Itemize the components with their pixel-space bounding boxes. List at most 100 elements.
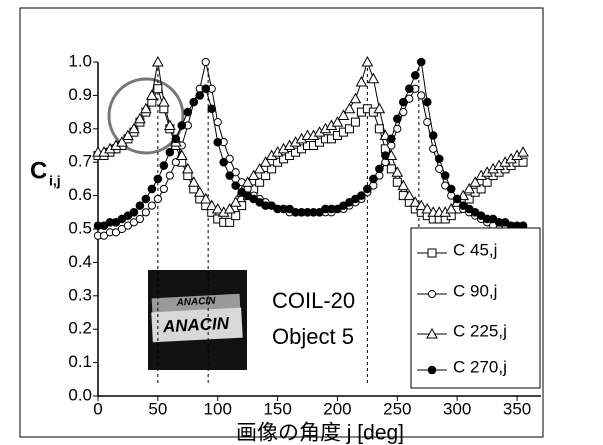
marker: [357, 191, 366, 200]
marker: [123, 221, 133, 230]
marker: [476, 184, 486, 194]
marker: [397, 179, 410, 191]
marker: [117, 224, 127, 234]
marker: [201, 57, 210, 67]
marker: [399, 97, 408, 107]
marker: [393, 124, 402, 133]
legend-label: C 45,j: [453, 240, 497, 259]
marker: [147, 201, 156, 210]
marker: [187, 176, 200, 187]
marker: [229, 196, 242, 207]
marker: [417, 91, 426, 100]
marker: [434, 154, 444, 164]
marker: [469, 176, 481, 187]
marker: [141, 194, 151, 204]
marker: [231, 211, 241, 221]
marker: [189, 97, 199, 107]
marker: [213, 118, 222, 127]
y-tick-label: 0.3: [68, 285, 92, 304]
marker: [259, 156, 272, 167]
marker: [129, 218, 139, 227]
y-tick-label: 0.1: [68, 352, 92, 371]
marker: [410, 71, 420, 80]
marker: [428, 131, 438, 140]
marker: [518, 157, 528, 167]
marker: [349, 92, 362, 104]
marker: [381, 151, 390, 160]
marker: [153, 84, 163, 94]
marker: [201, 84, 211, 94]
marker: [181, 162, 194, 174]
marker: [193, 186, 206, 197]
legend-label: C 270,j: [453, 357, 507, 376]
marker: [152, 55, 164, 67]
legend-marker: [427, 289, 437, 299]
y-label-sub: i,j: [49, 173, 61, 189]
marker: [355, 76, 368, 87]
marker: [140, 102, 152, 114]
marker: [165, 147, 175, 157]
marker: [374, 124, 384, 134]
marker: [421, 202, 434, 214]
marker: [452, 194, 462, 204]
marker: [482, 177, 492, 187]
marker: [247, 169, 260, 181]
marker: [153, 194, 162, 204]
marker: [129, 208, 139, 217]
legend-marker: [427, 248, 437, 258]
marker: [361, 55, 374, 67]
marker: [241, 176, 254, 187]
marker: [255, 177, 265, 187]
marker: [404, 84, 414, 94]
marker: [261, 171, 271, 181]
marker: [363, 184, 372, 194]
marker: [205, 199, 218, 211]
marker: [146, 89, 158, 100]
marker: [440, 171, 450, 180]
marker: [223, 202, 236, 214]
marker: [392, 177, 402, 187]
marker: [225, 171, 235, 180]
marker: [391, 166, 404, 177]
y-tick-label: 0.7: [68, 152, 92, 171]
marker: [399, 108, 408, 117]
marker: [159, 184, 168, 194]
marker: [135, 214, 145, 224]
marker: [183, 107, 193, 117]
marker: [415, 199, 428, 211]
marker: [331, 116, 344, 127]
marker: [416, 57, 426, 67]
y-tick-label: 0.4: [68, 252, 92, 271]
annotation: Object 5: [272, 324, 354, 349]
marker: [373, 102, 386, 114]
x-tick-label: 100: [204, 399, 232, 418]
marker: [393, 114, 402, 124]
photo: ANACIN ANACIN: [148, 270, 247, 370]
x-label: 画像の角度 j [deg]: [236, 422, 404, 445]
marker: [219, 157, 229, 167]
marker: [403, 189, 416, 201]
marker: [199, 192, 212, 204]
marker: [445, 202, 458, 214]
marker: [207, 104, 217, 114]
marker: [211, 202, 224, 214]
marker: [225, 217, 235, 227]
marker: [344, 124, 354, 134]
marker: [387, 134, 396, 144]
x-tick-label: 250: [383, 399, 411, 418]
y-tick-label: 0.8: [68, 118, 92, 137]
marker: [195, 91, 205, 100]
marker: [175, 149, 188, 161]
y-tick-label: 0.2: [68, 319, 92, 338]
legend-marker: [427, 365, 437, 375]
marker: [165, 171, 174, 180]
x-tick-label: 150: [263, 399, 291, 418]
legend-marker: [426, 327, 438, 339]
x-tick-label: 0: [93, 399, 102, 418]
marker: [435, 164, 444, 173]
y-label: C: [30, 157, 47, 184]
marker: [267, 164, 277, 174]
marker: [422, 97, 432, 107]
legend-label: C 90,j: [453, 281, 497, 300]
x-tick-label: 50: [148, 399, 167, 418]
